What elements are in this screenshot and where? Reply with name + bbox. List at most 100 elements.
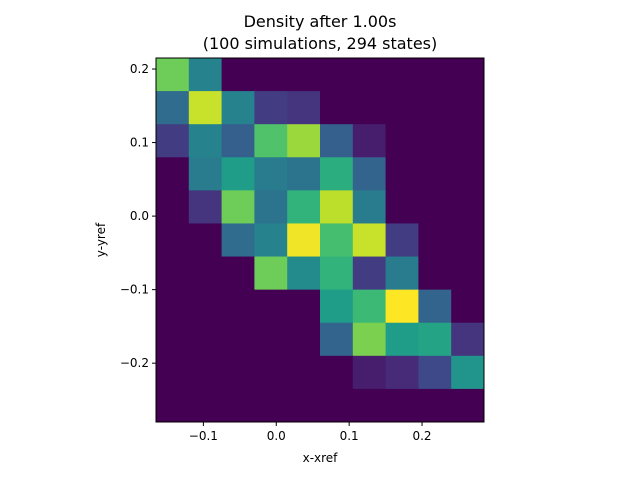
heatmap-cell xyxy=(385,124,419,158)
heatmap-cell xyxy=(188,190,223,224)
heatmap-cell xyxy=(156,355,190,390)
chart-title-line-1: Density after 1.00s xyxy=(243,12,397,31)
heatmap-cell xyxy=(385,223,419,258)
heatmap-cell xyxy=(287,322,321,357)
heatmap-cell xyxy=(352,289,387,324)
heatmap-cell xyxy=(287,388,321,423)
heatmap-cell xyxy=(254,388,288,423)
heatmap-cell xyxy=(188,223,223,258)
heatmap-cell xyxy=(221,289,255,324)
heatmap-cell xyxy=(352,157,387,191)
heatmap-cell xyxy=(287,223,321,258)
heatmap-cell xyxy=(385,322,419,357)
heatmap-cell xyxy=(254,157,288,191)
heatmap-cell xyxy=(418,223,452,258)
heatmap-cell xyxy=(254,256,288,291)
heatmap-cell xyxy=(156,223,190,258)
axes-frame xyxy=(155,57,485,423)
heatmap-cell xyxy=(385,289,419,324)
heatmap-cell xyxy=(352,91,387,125)
heatmap-cell xyxy=(188,355,223,390)
heatmap-cell xyxy=(221,190,255,224)
heatmap-cell xyxy=(418,190,452,224)
heatmap-cell xyxy=(156,58,190,92)
heatmap-cell xyxy=(418,124,452,158)
heatmap-cell xyxy=(352,223,387,258)
y-tick-label: −0.2 xyxy=(120,356,149,370)
heatmap-cell xyxy=(451,388,485,423)
heatmap-cell xyxy=(221,388,255,423)
heatmap-cell xyxy=(188,289,223,324)
x-axis-label: x-xref xyxy=(303,451,339,465)
x-tick-label: 0.2 xyxy=(412,429,431,443)
y-tick-label: −0.1 xyxy=(120,283,149,297)
heatmap-cell xyxy=(451,322,485,357)
heatmap-cell xyxy=(352,322,387,357)
heatmap-cell xyxy=(320,157,354,191)
heatmap-cell xyxy=(221,124,255,158)
heatmap-cell xyxy=(287,289,321,324)
heatmap-cell xyxy=(320,322,354,357)
y-tick-label: 0.2 xyxy=(130,62,149,76)
heatmap-cells xyxy=(156,58,485,423)
heatmap-cell xyxy=(385,157,419,191)
heatmap-cell xyxy=(451,289,485,324)
y-axis-ticks: −0.2 −0.1 0.0 0.1 0.2 xyxy=(120,62,156,370)
heatmap-cell xyxy=(352,124,387,158)
heatmap-cell xyxy=(320,223,354,258)
heatmap-cell xyxy=(352,58,387,92)
heatmap-cell xyxy=(221,157,255,191)
heatmap-cell xyxy=(156,157,190,191)
heatmap-cell xyxy=(418,157,452,191)
heatmap-cell xyxy=(156,91,190,125)
x-tick-label: 0.0 xyxy=(267,429,286,443)
heatmap-cell xyxy=(451,223,485,258)
heatmap-cell xyxy=(451,355,485,390)
heatmap-cell xyxy=(254,223,288,258)
heatmap-cell xyxy=(320,124,354,158)
heatmap-cell xyxy=(254,58,288,92)
heatmap-cell xyxy=(320,388,354,423)
heatmap-cell xyxy=(352,388,387,423)
heatmap-cell xyxy=(451,58,485,92)
heatmap-cell xyxy=(254,190,288,224)
heatmap-cell xyxy=(254,289,288,324)
heatmap-cell xyxy=(221,58,255,92)
heatmap-cell xyxy=(287,124,321,158)
heatmap-cell xyxy=(451,256,485,291)
heatmap-cell xyxy=(287,256,321,291)
heatmap-cell xyxy=(188,157,223,191)
heatmap-cell xyxy=(320,256,354,291)
chart-title-line-2: (100 simulations, 294 states) xyxy=(202,34,438,53)
heatmap-cell xyxy=(352,355,387,390)
x-axis-ticks: −0.1 0.0 0.1 0.2 xyxy=(189,422,432,443)
heatmap-cell xyxy=(287,58,321,92)
heatmap-cell xyxy=(287,91,321,125)
heatmap-cell xyxy=(418,91,452,125)
heatmap-cell xyxy=(254,124,288,158)
heatmap-cell xyxy=(418,58,452,92)
heatmap-cell xyxy=(221,355,255,390)
x-tick-label: −0.1 xyxy=(189,429,218,443)
y-tick-label: 0.0 xyxy=(130,209,149,223)
heatmap-cell xyxy=(156,289,190,324)
heatmap-cell xyxy=(287,157,321,191)
heatmap-cell xyxy=(418,355,452,390)
heatmap-cell xyxy=(385,355,419,390)
heatmap-cell xyxy=(385,58,419,92)
heatmap-cell xyxy=(451,157,485,191)
heatmap-cell xyxy=(188,256,223,291)
heatmap-cell xyxy=(320,289,354,324)
heatmap-cell xyxy=(221,91,255,125)
heatmap-cell xyxy=(451,190,485,224)
heatmap-cell xyxy=(418,388,452,423)
heatmap-cell xyxy=(156,388,190,423)
heatmap-cell xyxy=(254,91,288,125)
heatmap-cell xyxy=(451,124,485,158)
heatmap-cell xyxy=(320,91,354,125)
heatmap-cell xyxy=(385,91,419,125)
heatmap-cell xyxy=(385,190,419,224)
heatmap-cell xyxy=(188,388,223,423)
